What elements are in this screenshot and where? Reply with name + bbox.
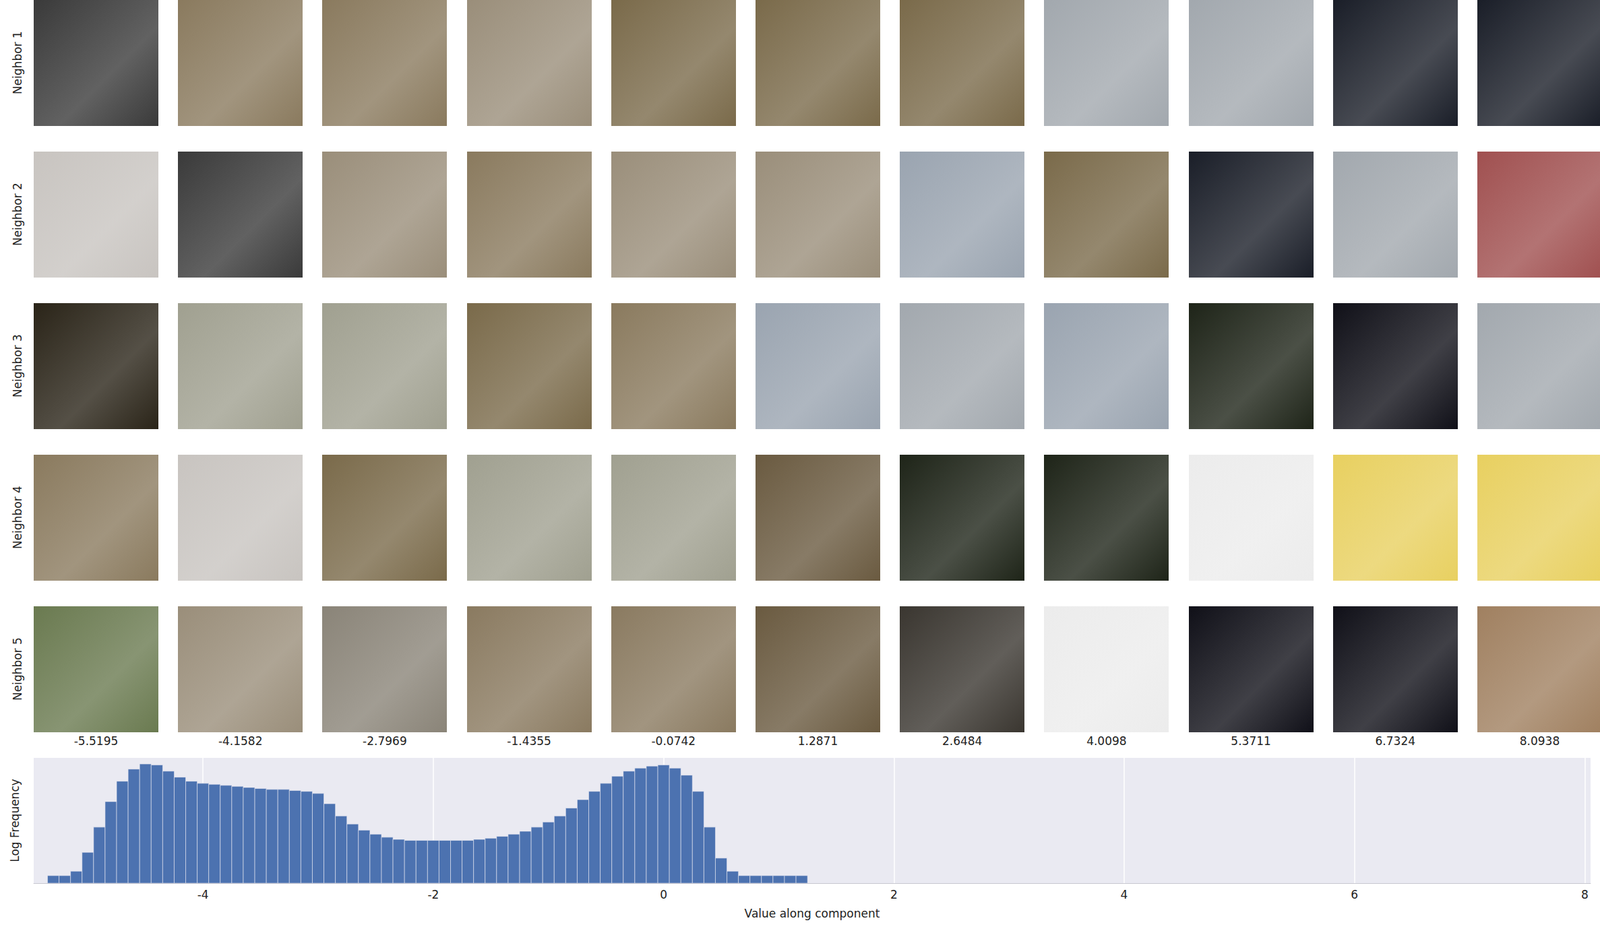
html-text:Neighbor 1: Neighbor 1 [10,31,25,95]
svg-text:0: 0 [659,888,668,902]
html-text:Neighbor 2: Neighbor 2 [10,182,25,246]
svg-text:4: 4 [1120,888,1129,902]
svg-text:Log Frequency: Log Frequency [8,779,22,863]
html-text:-0.0742: -0.0742 [651,734,696,749]
html-text:Neighbor 4: Neighbor 4 [10,485,25,550]
svg-text:-2: -2 [427,888,439,902]
html-text:5.3711: 5.3711 [1230,734,1271,749]
html-text:-5.5195: -5.5195 [73,734,119,749]
svg-text:8: 8 [1581,888,1589,902]
html-text:-4.1582: -4.1582 [218,734,263,749]
svg-text:Value along component: Value along component [744,907,881,921]
html-text:Neighbor 5: Neighbor 5 [10,637,25,701]
html-text:1.2871: 1.2871 [797,734,838,749]
html-text:-2.7969: -2.7969 [362,734,407,749]
html-text:-1.4355: -1.4355 [507,734,552,749]
html-text:Neighbor 3: Neighbor 3 [10,334,25,398]
svg-text:6: 6 [1350,888,1359,902]
svg-text:-4: -4 [197,888,209,902]
html-text:8.0938: 8.0938 [1519,734,1560,749]
html-text:4.0098: 4.0098 [1086,734,1127,749]
html-text:6.7324: 6.7324 [1375,734,1416,749]
svg-text:2: 2 [890,888,898,902]
html-text:2.6484: 2.6484 [942,734,983,749]
